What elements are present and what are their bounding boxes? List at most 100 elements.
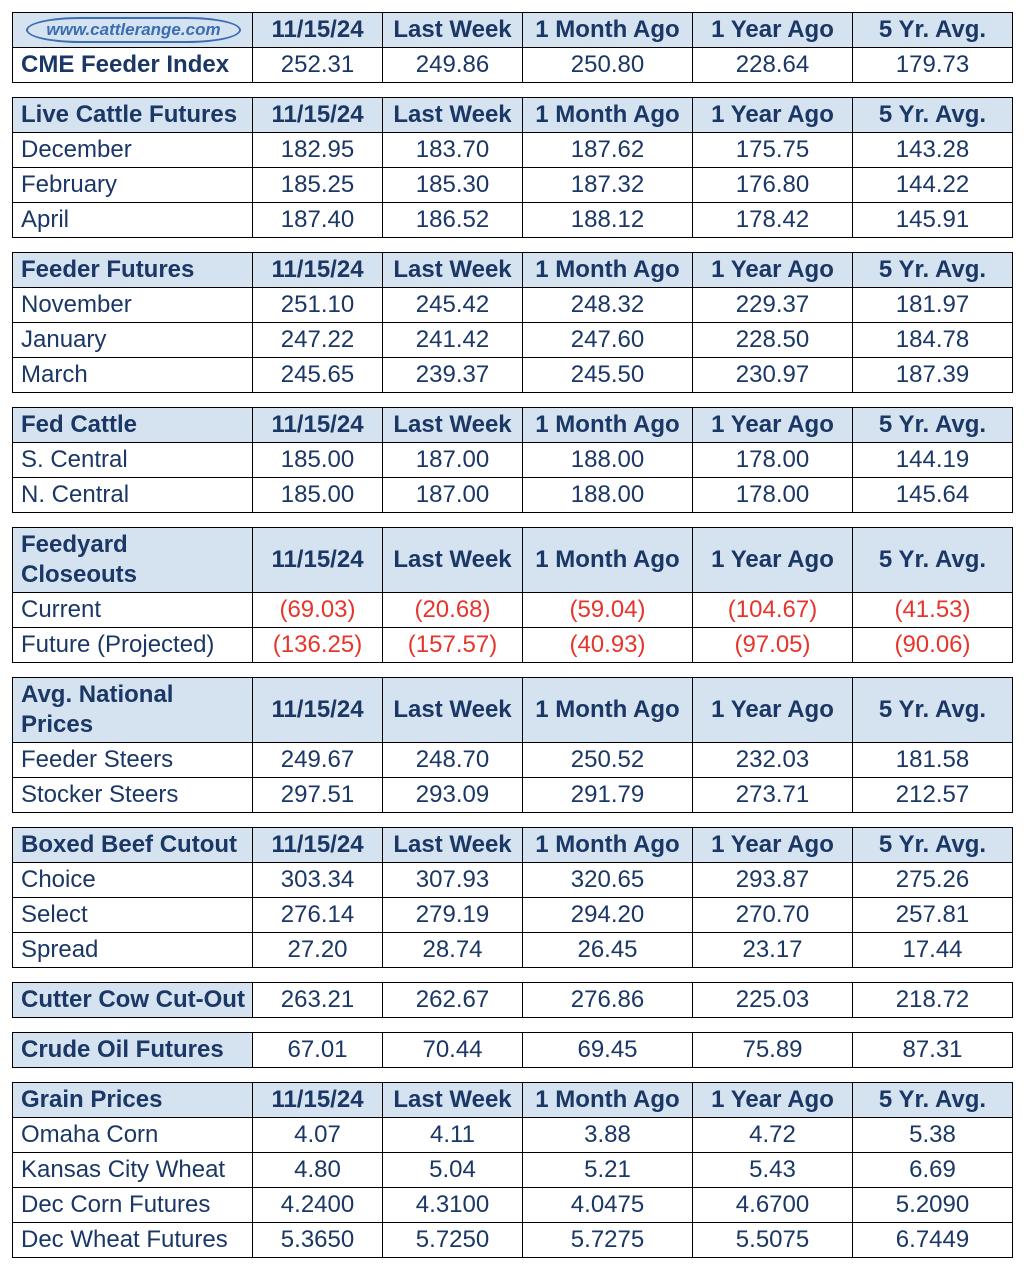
value-cell: 245.65 — [253, 358, 383, 393]
column-header: Last Week — [383, 1083, 523, 1118]
row-label: April — [13, 203, 253, 238]
value-cell: 5.7275 — [523, 1223, 693, 1258]
column-header: 11/15/24 — [253, 828, 383, 863]
column-header: Last Week — [383, 253, 523, 288]
value-cell: 275.26 — [853, 863, 1013, 898]
value-cell: 181.58 — [853, 743, 1013, 778]
row-label: January — [13, 323, 253, 358]
table-row: CME Feeder Index252.31249.86250.80228.64… — [13, 48, 1013, 83]
value-cell: 188.00 — [523, 478, 693, 513]
row-label: Choice — [13, 863, 253, 898]
table-row: Dec Corn Futures4.24004.31004.04754.6700… — [13, 1188, 1013, 1223]
market-report: www.cattlerange.com11/15/24Last Week1 Mo… — [12, 12, 1012, 1258]
column-header: 1 Month Ago — [523, 528, 693, 593]
row-label: Spread — [13, 933, 253, 968]
value-cell: 248.70 — [383, 743, 523, 778]
value-cell: 5.7250 — [383, 1223, 523, 1258]
value-cell: (90.06) — [853, 628, 1013, 663]
column-header: Last Week — [383, 98, 523, 133]
column-header: 5 Yr. Avg. — [853, 408, 1013, 443]
value-cell: 87.31 — [853, 1033, 1013, 1068]
column-header: Last Week — [383, 528, 523, 593]
column-header: 1 Year Ago — [693, 98, 853, 133]
value-cell: 293.87 — [693, 863, 853, 898]
row-label: S. Central — [13, 443, 253, 478]
section-title: Fed Cattle — [13, 408, 253, 443]
value-cell: (104.67) — [693, 593, 853, 628]
value-cell: 181.97 — [853, 288, 1013, 323]
value-cell: (97.05) — [693, 628, 853, 663]
section-title: Avg. National Prices — [13, 678, 253, 743]
table-row: December182.95183.70187.62175.75143.28 — [13, 133, 1013, 168]
row-label: Future (Projected) — [13, 628, 253, 663]
table-row: Future (Projected)(136.25)(157.57)(40.93… — [13, 628, 1013, 663]
value-cell: (136.25) — [253, 628, 383, 663]
value-cell: 320.65 — [523, 863, 693, 898]
section-title: Grain Prices — [13, 1083, 253, 1118]
value-cell: 28.74 — [383, 933, 523, 968]
value-cell: 178.42 — [693, 203, 853, 238]
row-label: Feeder Steers — [13, 743, 253, 778]
value-cell: 187.32 — [523, 168, 693, 203]
section-title: Live Cattle Futures — [13, 98, 253, 133]
value-cell: 185.00 — [253, 443, 383, 478]
value-cell: 263.21 — [253, 983, 383, 1018]
price-table: Live Cattle Futures11/15/24Last Week1 Mo… — [12, 97, 1013, 238]
value-cell: 262.67 — [383, 983, 523, 1018]
row-label: N. Central — [13, 478, 253, 513]
column-header: 11/15/24 — [253, 678, 383, 743]
column-header: 1 Month Ago — [523, 98, 693, 133]
table-row: S. Central185.00187.00188.00178.00144.19 — [13, 443, 1013, 478]
column-header: 11/15/24 — [253, 528, 383, 593]
column-header: 1 Month Ago — [523, 828, 693, 863]
row-label: Omaha Corn — [13, 1118, 253, 1153]
value-cell: 250.52 — [523, 743, 693, 778]
section-title: Crude Oil Futures — [13, 1033, 253, 1068]
table-row: March245.65239.37245.50230.97187.39 — [13, 358, 1013, 393]
value-cell: 23.17 — [693, 933, 853, 968]
value-cell: 178.00 — [693, 478, 853, 513]
value-cell: 185.25 — [253, 168, 383, 203]
value-cell: 229.37 — [693, 288, 853, 323]
value-cell: 252.31 — [253, 48, 383, 83]
column-header: 1 Month Ago — [523, 1083, 693, 1118]
value-cell: 228.50 — [693, 323, 853, 358]
value-cell: 294.20 — [523, 898, 693, 933]
value-cell: 178.00 — [693, 443, 853, 478]
price-table: Grain Prices11/15/24Last Week1 Month Ago… — [12, 1082, 1013, 1258]
value-cell: 239.37 — [383, 358, 523, 393]
value-cell: (41.53) — [853, 593, 1013, 628]
value-cell: 183.70 — [383, 133, 523, 168]
value-cell: 6.7449 — [853, 1223, 1013, 1258]
column-header: Last Week — [383, 828, 523, 863]
price-table: Avg. National Prices11/15/24Last Week1 M… — [12, 677, 1013, 813]
value-cell: 182.95 — [253, 133, 383, 168]
table-row: Spread27.2028.7426.4523.1717.44 — [13, 933, 1013, 968]
value-cell: 247.60 — [523, 323, 693, 358]
value-cell: 75.89 — [693, 1033, 853, 1068]
value-cell: 4.72 — [693, 1118, 853, 1153]
table-row: Stocker Steers297.51293.09291.79273.7121… — [13, 778, 1013, 813]
section-title: Cutter Cow Cut-Out — [13, 983, 253, 1018]
column-header: 1 Year Ago — [693, 828, 853, 863]
price-table: Feeder Futures11/15/24Last Week1 Month A… — [12, 252, 1013, 393]
value-cell: (157.57) — [383, 628, 523, 663]
value-cell: 4.6700 — [693, 1188, 853, 1223]
value-cell: 4.11 — [383, 1118, 523, 1153]
value-cell: 5.04 — [383, 1153, 523, 1188]
table-row: November251.10245.42248.32229.37181.97 — [13, 288, 1013, 323]
column-header: 11/15/24 — [253, 253, 383, 288]
value-cell: 276.14 — [253, 898, 383, 933]
value-cell: 291.79 — [523, 778, 693, 813]
column-header: 1 Year Ago — [693, 13, 853, 48]
value-cell: (69.03) — [253, 593, 383, 628]
value-cell: 297.51 — [253, 778, 383, 813]
column-header: Last Week — [383, 678, 523, 743]
row-label: December — [13, 133, 253, 168]
value-cell: 187.39 — [853, 358, 1013, 393]
row-label: Dec Wheat Futures — [13, 1223, 253, 1258]
table-row: Omaha Corn4.074.113.884.725.38 — [13, 1118, 1013, 1153]
value-cell: 4.2400 — [253, 1188, 383, 1223]
value-cell: 232.03 — [693, 743, 853, 778]
value-cell: 3.88 — [523, 1118, 693, 1153]
